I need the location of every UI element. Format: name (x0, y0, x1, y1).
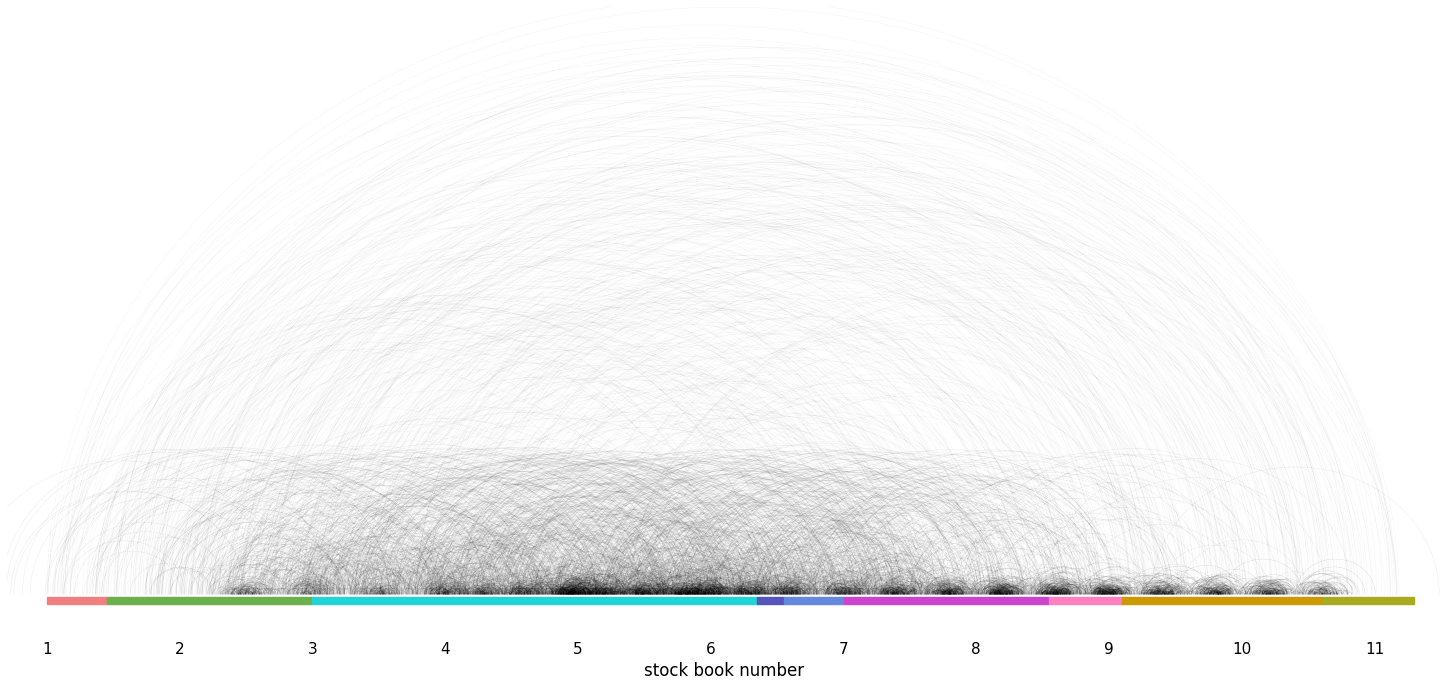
Bar (313, 597, 757, 604)
Bar (783, 597, 844, 604)
Bar (46, 597, 107, 604)
Bar (757, 597, 783, 604)
X-axis label: stock book number: stock book number (644, 662, 804, 680)
Bar (1050, 597, 1122, 604)
Bar (844, 597, 1050, 604)
Bar (1122, 597, 1322, 604)
Bar (107, 597, 313, 604)
Bar (1322, 597, 1415, 604)
